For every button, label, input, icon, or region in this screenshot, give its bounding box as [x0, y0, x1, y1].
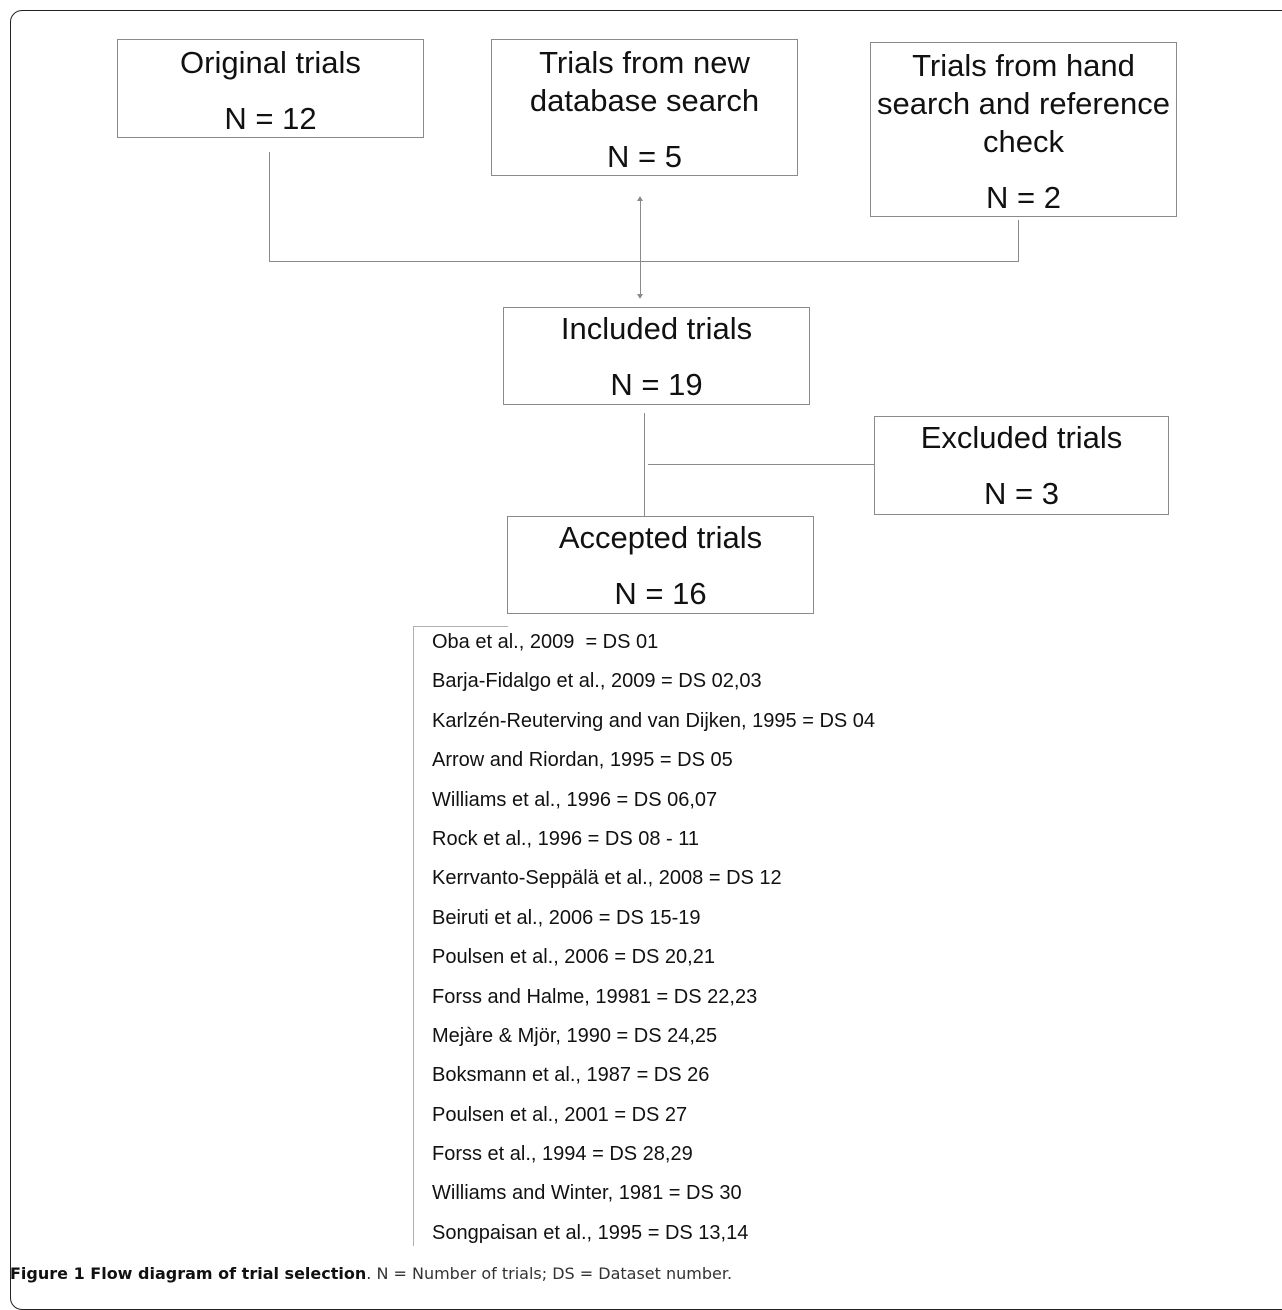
- arrow-up-head: [637, 196, 643, 201]
- list-item: Arrow and Riordan, 1995 = DS 05: [432, 749, 733, 772]
- study-list-bracket-top: [413, 626, 508, 627]
- original-trials-title: Original trials: [180, 45, 361, 80]
- hand-search-box: Trials from hand search and reference ch…: [870, 42, 1177, 217]
- list-item: Karlzén-Reuterving and van Dijken, 1995 …: [432, 709, 876, 732]
- figure-caption: Figure 1 Flow diagram of trial selection…: [10, 1264, 732, 1283]
- excluded-trials-title: Excluded trials: [920, 420, 1123, 455]
- caption-text: . N = Number of trials; DS = Dataset num…: [366, 1264, 733, 1283]
- new-search-box: Trials from new database search N = 5: [491, 39, 798, 176]
- list-item: Poulsen et al., 2001 = DS 27: [432, 1103, 688, 1126]
- caption-label: Figure 1 Flow diagram of trial selection: [10, 1264, 367, 1283]
- connector-horizontal-join: [269, 261, 1019, 262]
- included-trials-count: N = 19: [610, 367, 703, 402]
- accepted-trials-count: N = 16: [614, 576, 707, 611]
- list-item: Songpaisan et al., 1995 = DS 13,14: [432, 1221, 749, 1244]
- included-trials-box: Included trials N = 19: [503, 307, 810, 405]
- list-item: Kerrvanto-Seppälä et al., 2008 = DS 12: [432, 867, 782, 890]
- study-list: Oba et al., 2009 = DS 01 Barja-Fidalgo e…: [432, 624, 875, 1254]
- excluded-trials-count: N = 3: [984, 476, 1059, 511]
- included-trials-title: Included trials: [560, 311, 753, 346]
- list-item: Forss and Halme, 19981 = DS 22,23: [432, 985, 758, 1008]
- list-item: Rock et al., 1996 = DS 08 - 11: [432, 827, 700, 850]
- hand-search-title: Trials from hand search and reference ch…: [877, 48, 1170, 159]
- original-trials-box: Original trials N = 12: [117, 39, 424, 138]
- list-item: Poulsen et al., 2006 = DS 20,21: [432, 946, 715, 969]
- list-item: Forss et al., 1994 = DS 28,29: [432, 1143, 693, 1166]
- list-item: Barja-Fidalgo et al., 2009 = DS 02,03: [432, 670, 762, 693]
- connector-original-down: [269, 152, 270, 262]
- accepted-trials-box: Accepted trials N = 16: [507, 516, 814, 614]
- list-item: Boksmann et al., 1987 = DS 26: [432, 1064, 710, 1087]
- connector-new-search-arrow: [640, 199, 641, 296]
- list-item: Beiruti et al., 2006 = DS 15-19: [432, 906, 701, 929]
- new-search-count: N = 5: [607, 139, 682, 174]
- hand-search-count: N = 2: [986, 180, 1061, 215]
- connector-to-excluded: [648, 464, 874, 465]
- list-item: Oba et al., 2009 = DS 01: [432, 631, 659, 653]
- list-item: Mejàre & Mjör, 1990 = DS 24,25: [432, 1024, 718, 1047]
- original-trials-count: N = 12: [224, 101, 317, 136]
- list-item: Williams and Winter, 1981 = DS 30: [432, 1182, 742, 1205]
- connector-included-down: [644, 413, 645, 517]
- connector-hand-down: [1018, 220, 1019, 262]
- accepted-trials-title: Accepted trials: [558, 520, 763, 555]
- study-list-bracket: [413, 626, 414, 1246]
- new-search-title: Trials from new database search: [529, 45, 760, 118]
- list-item: Williams et al., 1996 = DS 06,07: [432, 788, 718, 811]
- excluded-trials-box: Excluded trials N = 3: [874, 416, 1169, 515]
- arrow-down-head: [637, 294, 643, 299]
